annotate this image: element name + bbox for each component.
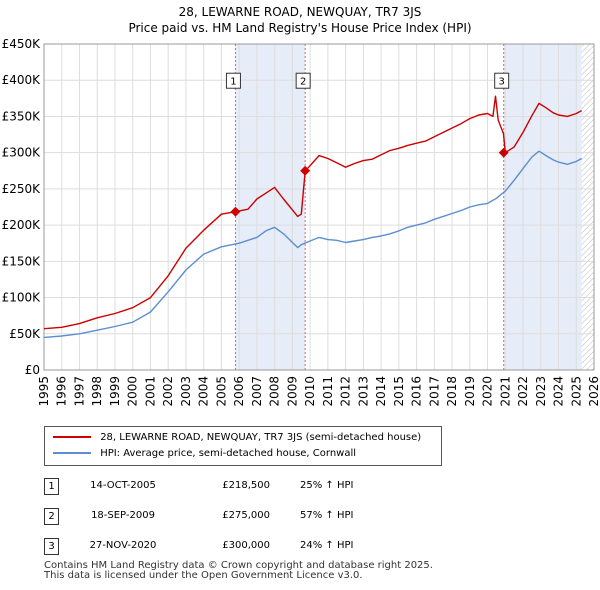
x-tick-label: 2013	[356, 376, 370, 407]
sale-number-badge: 3	[44, 538, 59, 555]
y-tick-label: £0	[25, 363, 40, 377]
x-tick-label: 2014	[374, 376, 388, 407]
sale-label-box	[225, 72, 241, 89]
y-tick-label: £100K	[2, 291, 42, 305]
x-tick-label: 2017	[427, 376, 441, 407]
sale-point	[498, 147, 509, 158]
sale-row: 1 14-OCT-2005 £218,500 25% ↑ HPI	[0, 478, 600, 498]
title-line-1: 28, LEWARNE ROAD, NEWQUAY, TR7 3JS	[178, 5, 422, 19]
hatched-forecast-region	[581, 44, 594, 370]
sale-label-number: 1	[230, 77, 236, 88]
x-tick-label: 1996	[55, 376, 69, 407]
sale-number-badge: 1	[44, 478, 59, 495]
sale-point	[230, 206, 241, 217]
legend-swatch-property	[53, 436, 91, 438]
x-tick-label: 2022	[516, 376, 530, 407]
sale-date: 27-NOV-2020	[89, 540, 157, 551]
x-tick-label: 2016	[410, 376, 424, 407]
title-line-2: Price paid vs. HM Land Registry's House …	[128, 21, 472, 35]
x-tick-label: 2004	[197, 376, 211, 407]
shaded-ownership-period	[503, 44, 582, 370]
x-tick-label: 2012	[339, 376, 353, 407]
x-tick-label: 1998	[90, 376, 104, 407]
x-tick-label: 2021	[498, 376, 512, 407]
x-tick-label: 2008	[268, 376, 282, 407]
x-tick-label: 2019	[463, 376, 477, 407]
legend: 28, LEWARNE ROAD, NEWQUAY, TR7 3JS (semi…	[44, 426, 442, 466]
x-tick-label: 2018	[445, 376, 459, 407]
sale-price: £300,000	[222, 540, 270, 551]
sale-point	[300, 165, 311, 176]
sale-price: £275,000	[222, 510, 270, 521]
y-tick-label: £400K	[2, 73, 42, 87]
legend-swatch-hpi	[53, 452, 91, 454]
x-tick-label: 2020	[481, 376, 495, 407]
sale-label-number: 3	[499, 77, 505, 88]
x-tick-label: 2025	[569, 376, 583, 407]
x-tick-label: 2009	[285, 376, 299, 407]
sale-label-box	[494, 72, 510, 89]
sale-label-box	[295, 72, 311, 89]
x-tick-label: 2010	[303, 376, 317, 407]
chart-title: 28, LEWARNE ROAD, NEWQUAY, TR7 3JS Price…	[0, 4, 600, 36]
legend-label-property: 28, LEWARNE ROAD, NEWQUAY, TR7 3JS (semi…	[100, 432, 422, 443]
x-tick-label: 2023	[534, 376, 548, 407]
price-chart: £0 £50K £100K £150K £200K £250K £300K £350K £400…	[2, 37, 600, 407]
footer-line-1: Contains HM Land Registry data © Crown c…	[44, 560, 433, 571]
sale-label-number: 2	[300, 77, 306, 88]
x-tick-label: 2024	[552, 376, 566, 407]
y-tick-label: £200K	[2, 218, 42, 232]
x-tick-label: 1999	[108, 376, 122, 407]
x-tick-label: 2015	[392, 376, 406, 407]
x-tick-label: 2003	[179, 376, 193, 407]
sale-price: £218,500	[222, 480, 270, 491]
sale-row: 2 18-SEP-2009 £275,000 57% ↑ HPI	[0, 508, 600, 528]
sale-date: 18-SEP-2009	[91, 510, 155, 521]
sale-hpi-change: 57% ↑ HPI	[300, 510, 354, 521]
plot-area	[44, 44, 594, 370]
y-tick-label: £250K	[2, 182, 42, 196]
hpi-line	[43, 150, 582, 339]
plot-frame	[43, 43, 595, 371]
x-tick-label: 2001	[143, 376, 157, 407]
property-price-line	[43, 95, 582, 330]
footer-attribution: Contains HM Land Registry data © Crown c…	[44, 561, 433, 581]
x-tick-label: 1995	[37, 376, 51, 407]
sale-row: 3 27-NOV-2020 £300,000 24% ↑ HPI	[0, 538, 600, 558]
sale-number-badge: 2	[44, 508, 59, 525]
y-tick-label: £300K	[2, 146, 42, 160]
sale-date: 14-OCT-2005	[90, 480, 156, 491]
shaded-ownership-period	[235, 44, 306, 370]
y-tick-label: £150K	[2, 254, 42, 268]
x-tick-label: 2002	[161, 376, 175, 407]
sale-hpi-change: 25% ↑ HPI	[300, 480, 354, 491]
y-tick-label: £450K	[2, 37, 42, 51]
x-tick-label: 2000	[126, 376, 140, 407]
y-tick-label: £350K	[2, 109, 42, 123]
y-tick-label: £50K	[9, 327, 41, 341]
x-tick-label: 1997	[72, 376, 86, 407]
sale-hpi-change: 24% ↑ HPI	[300, 540, 354, 551]
legend-item-property: 28, LEWARNE ROAD, NEWQUAY, TR7 3JS (semi…	[53, 431, 421, 445]
legend-label-hpi: HPI: Average price, semi-detached house,…	[100, 448, 357, 459]
x-tick-label: 2011	[321, 376, 335, 407]
x-tick-label: 2026	[587, 376, 600, 407]
footer-line-2: This data is licensed under the Open Gov…	[44, 570, 363, 581]
x-tick-label: 2005	[214, 376, 228, 407]
legend-item-hpi: HPI: Average price, semi-detached house,…	[53, 447, 356, 461]
x-tick-label: 2007	[250, 376, 264, 407]
x-tick-label: 2006	[232, 376, 246, 407]
